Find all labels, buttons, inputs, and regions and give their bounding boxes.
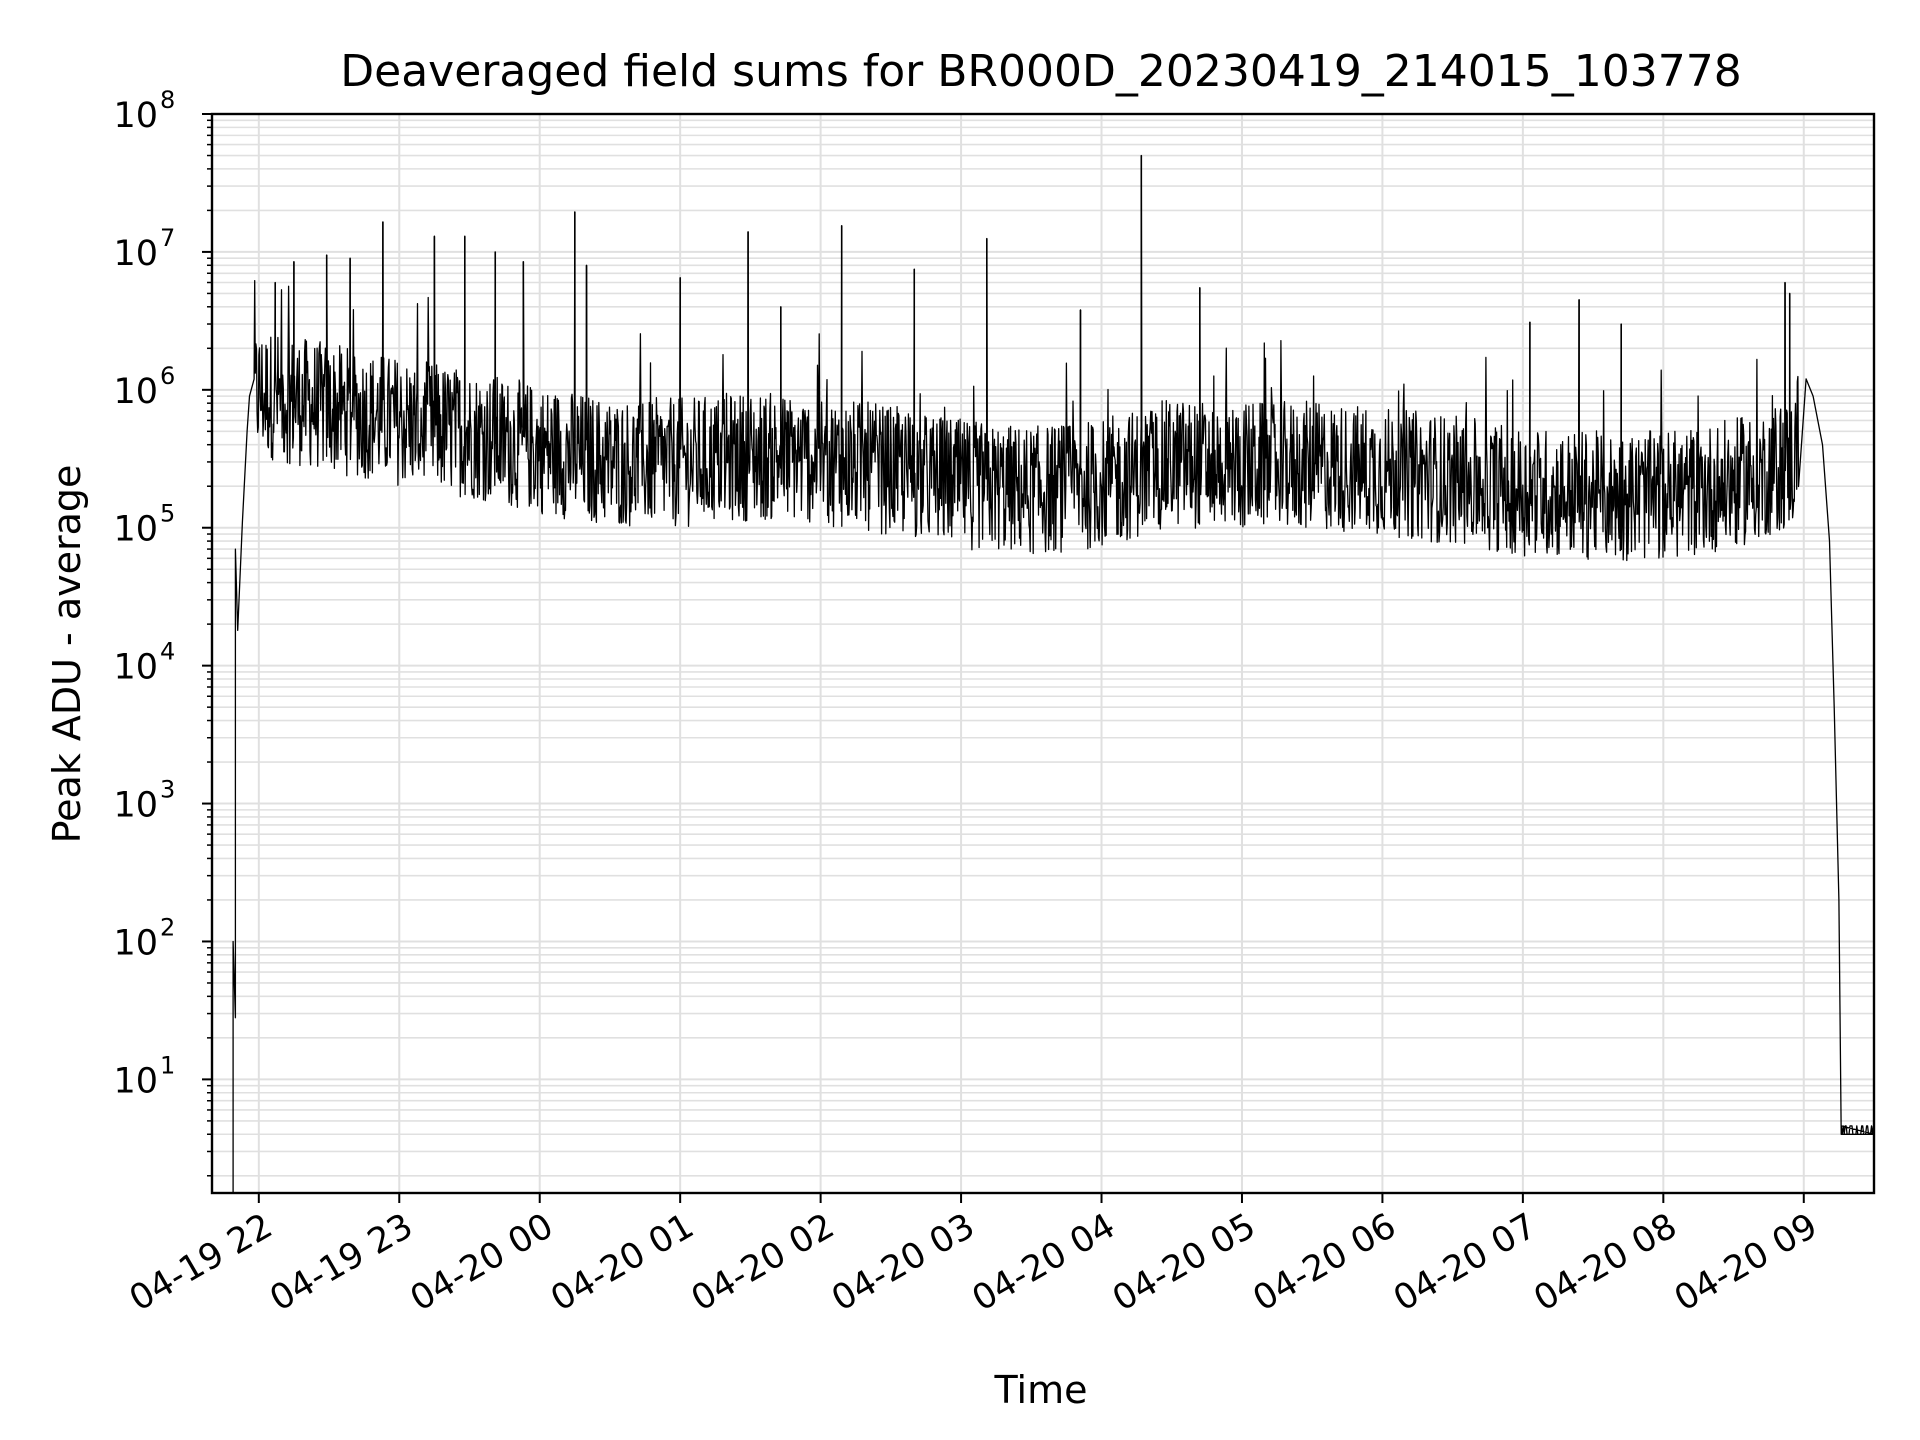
y-tick-exponent: 7 (160, 224, 175, 252)
x-tick-label: 04-20 08 (1528, 1206, 1684, 1319)
y-tick-exponent: 5 (160, 500, 175, 528)
y-tick-exponent: 2 (160, 913, 175, 941)
x-tick-label: 04-20 03 (825, 1206, 981, 1319)
x-axis-title: Time (994, 1368, 1088, 1412)
y-tick-label: 10 (113, 923, 158, 963)
x-tick-label: 04-20 02 (685, 1206, 841, 1319)
y-axis-title: Peak ADU - average (45, 465, 89, 844)
x-tick-label: 04-20 09 (1668, 1206, 1824, 1319)
x-tick-label: 04-20 06 (1247, 1206, 1403, 1319)
grid (212, 113, 1874, 1193)
series-line (232, 154, 1875, 1193)
x-tick-label: 04-20 07 (1387, 1206, 1543, 1319)
plot-frame (210, 112, 1876, 1195)
x-tick-label: 04-20 00 (404, 1206, 560, 1319)
y-tick-exponent: 8 (160, 86, 175, 114)
x-tick-label: 04-20 04 (966, 1206, 1122, 1319)
y-tick-label: 10 (113, 510, 158, 550)
x-tick-label: 04-20 05 (1106, 1206, 1262, 1319)
y-tick-exponent: 3 (160, 776, 175, 804)
y-tick-label: 10 (113, 234, 158, 274)
y-tick-exponent: 6 (160, 362, 175, 390)
x-tick-label: 04-19 23 (263, 1206, 419, 1319)
y-tick-label: 10 (113, 96, 158, 136)
y-tick-label: 10 (113, 786, 158, 826)
y-tick-label: 10 (113, 1061, 158, 1101)
y-tick-exponent: 4 (160, 638, 175, 666)
chart-title: Deaveraged field sums for BR000D_2023041… (340, 46, 1742, 97)
y-tick-label: 10 (113, 372, 158, 412)
data-layer (232, 154, 1875, 1193)
x-tick-label: 04-20 01 (544, 1206, 700, 1319)
y-tick-exponent: 1 (160, 1051, 175, 1079)
x-tick-label: 04-19 22 (123, 1206, 279, 1319)
y-tick-label: 10 (113, 648, 158, 688)
